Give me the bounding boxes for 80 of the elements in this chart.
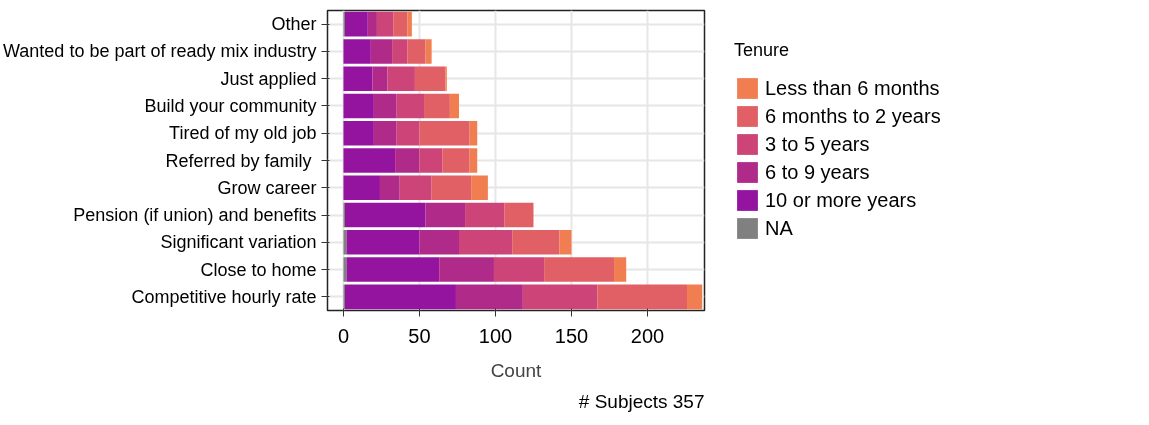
bar xyxy=(344,284,456,310)
y-tick-label: Significant variation xyxy=(160,232,317,253)
bar xyxy=(343,230,347,255)
bar xyxy=(414,66,446,91)
bar xyxy=(367,11,377,37)
x-tick-label: 200 xyxy=(630,324,665,347)
bar xyxy=(544,257,615,282)
bar xyxy=(396,93,425,119)
y-tick-label: Referred by family xyxy=(165,150,312,171)
bar xyxy=(465,202,505,228)
bar xyxy=(419,120,470,146)
bar xyxy=(493,257,545,282)
bar xyxy=(372,66,388,91)
bar xyxy=(419,148,443,173)
x-axis-title: Count xyxy=(490,359,543,381)
bar xyxy=(373,93,397,119)
legend-label: 10 or more years xyxy=(765,188,917,212)
bar xyxy=(395,148,420,173)
y-tick-label: Wanted to be part of ready mix industry xyxy=(3,41,317,62)
bar xyxy=(424,93,450,119)
bar xyxy=(373,120,397,146)
x-tick-label: 0 xyxy=(337,324,350,347)
bar xyxy=(344,202,426,228)
y-tick-label: Grow career xyxy=(217,177,317,198)
bar xyxy=(471,175,488,201)
bar xyxy=(687,284,703,310)
bar xyxy=(431,175,472,201)
y-tick-label: Tired of my old job xyxy=(169,123,317,144)
bar xyxy=(407,11,412,37)
bar xyxy=(343,93,374,119)
bar xyxy=(455,284,523,310)
bar xyxy=(407,39,426,64)
legend-label: NA xyxy=(765,216,793,240)
bar xyxy=(559,230,572,255)
y-tick-label: Other xyxy=(271,14,317,35)
bar xyxy=(425,39,432,64)
bar xyxy=(346,230,420,255)
bar xyxy=(469,120,478,146)
bar xyxy=(370,39,393,64)
bar xyxy=(512,230,560,255)
bar xyxy=(469,148,478,173)
bar xyxy=(393,11,408,37)
bar xyxy=(504,202,534,228)
y-tick-label: Build your community xyxy=(144,95,317,116)
bar xyxy=(458,230,513,255)
bar xyxy=(387,66,415,91)
bar xyxy=(522,284,598,310)
x-tick-label: 50 xyxy=(408,324,431,347)
bar xyxy=(343,66,373,91)
bar xyxy=(343,175,380,201)
bar xyxy=(346,257,440,282)
bar xyxy=(439,257,494,282)
bar xyxy=(614,257,627,282)
bar xyxy=(597,284,688,310)
bar xyxy=(343,120,374,146)
legend-label: 6 to 9 years xyxy=(765,160,870,184)
bar xyxy=(344,11,368,37)
y-tick-label: Just applied xyxy=(220,68,317,89)
bar xyxy=(396,120,420,146)
bar xyxy=(343,39,371,64)
x-tick-label: 100 xyxy=(478,324,513,347)
legend-title: Tenure xyxy=(734,40,791,61)
legend-label: 3 to 5 years xyxy=(765,132,870,156)
bar xyxy=(399,175,432,201)
bar xyxy=(419,230,459,255)
bar xyxy=(343,257,347,282)
legend-label: Less than 6 months xyxy=(765,76,940,100)
y-tick-label: Pension (if union) and benefits xyxy=(73,205,317,226)
y-tick-label: Competitive hourly rate xyxy=(131,286,317,307)
bar xyxy=(379,175,400,201)
legend-label: 6 months to 2 years xyxy=(765,104,941,128)
bar xyxy=(343,148,396,173)
bar xyxy=(392,39,408,64)
y-tick-label: Close to home xyxy=(200,259,317,280)
bar xyxy=(376,11,394,37)
bar xyxy=(442,148,470,173)
x-tick-label: 150 xyxy=(554,324,589,347)
text: # Subjects 357 xyxy=(578,390,705,412)
bar xyxy=(449,93,459,119)
bar xyxy=(425,202,466,228)
